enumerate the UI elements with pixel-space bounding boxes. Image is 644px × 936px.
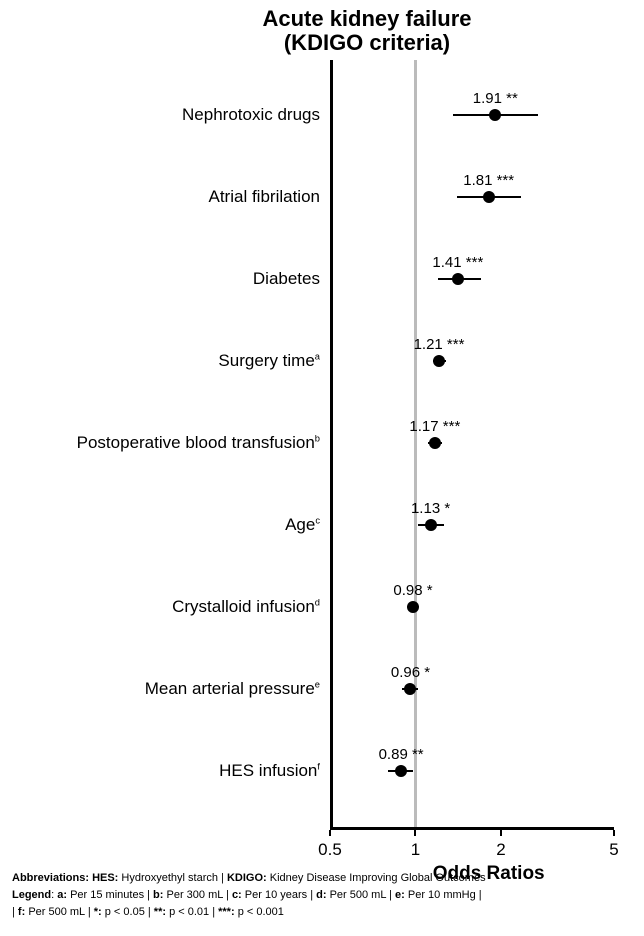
row-label: Diabetes bbox=[2, 269, 320, 289]
point-estimate bbox=[429, 437, 441, 449]
plot-area: 0.5125 Odds Ratios 1.91 **1.81 ***1.41 *… bbox=[330, 60, 614, 830]
row-label: Nephrotoxic drugs bbox=[2, 105, 320, 125]
point-estimate bbox=[395, 765, 407, 777]
value-label: 0.89 ** bbox=[379, 746, 424, 763]
value-label: 0.98 * bbox=[393, 582, 432, 599]
row-label: Mean arterial pressuree bbox=[2, 679, 320, 699]
point-estimate bbox=[452, 273, 464, 285]
y-axis-line bbox=[330, 60, 333, 830]
value-label: 1.81 *** bbox=[463, 172, 514, 189]
value-label: 1.13 * bbox=[411, 500, 450, 517]
x-tick bbox=[329, 830, 331, 836]
row-label: Surgery timea bbox=[2, 351, 320, 371]
x-tick bbox=[500, 830, 502, 836]
row-label: Postoperative blood transfusionb bbox=[2, 433, 320, 453]
row-label: HES infusionf bbox=[2, 761, 320, 781]
point-estimate bbox=[425, 519, 437, 531]
point-estimate bbox=[483, 191, 495, 203]
x-tick-label: 2 bbox=[496, 840, 505, 860]
reference-line bbox=[414, 60, 417, 830]
footer-line: Abbreviations: HES: Hydroxyethyl starch … bbox=[12, 870, 486, 887]
value-label: 1.41 *** bbox=[432, 254, 483, 271]
point-estimate bbox=[404, 683, 416, 695]
row-label: Crystalloid infusiond bbox=[2, 597, 320, 617]
x-tick bbox=[414, 830, 416, 836]
x-tick bbox=[613, 830, 615, 836]
footer-legend: Abbreviations: HES: Hydroxyethyl starch … bbox=[12, 870, 486, 921]
x-axis-line bbox=[330, 827, 614, 830]
row-label: Agec bbox=[2, 515, 320, 535]
footer-line: | f: Per 500 mL | *: p < 0.05 | **: p < … bbox=[12, 904, 486, 921]
chart-title-line2: (KDIGO criteria) bbox=[0, 30, 644, 56]
footer-line: Legend: a: Per 15 minutes | b: Per 300 m… bbox=[12, 887, 486, 904]
point-estimate bbox=[407, 601, 419, 613]
chart-title-line1: Acute kidney failure bbox=[0, 6, 644, 32]
row-label: Atrial fibrilation bbox=[2, 187, 320, 207]
value-label: 1.21 *** bbox=[414, 336, 465, 353]
point-estimate bbox=[489, 109, 501, 121]
x-tick-label: 5 bbox=[609, 840, 618, 860]
forest-plot: Acute kidney failure (KDIGO criteria) 0.… bbox=[0, 0, 644, 936]
value-label: 1.17 *** bbox=[409, 418, 460, 435]
point-estimate bbox=[433, 355, 445, 367]
value-label: 0.96 * bbox=[391, 664, 430, 681]
x-tick-label: 0.5 bbox=[318, 840, 342, 860]
value-label: 1.91 ** bbox=[473, 90, 518, 107]
x-tick-label: 1 bbox=[411, 840, 420, 860]
